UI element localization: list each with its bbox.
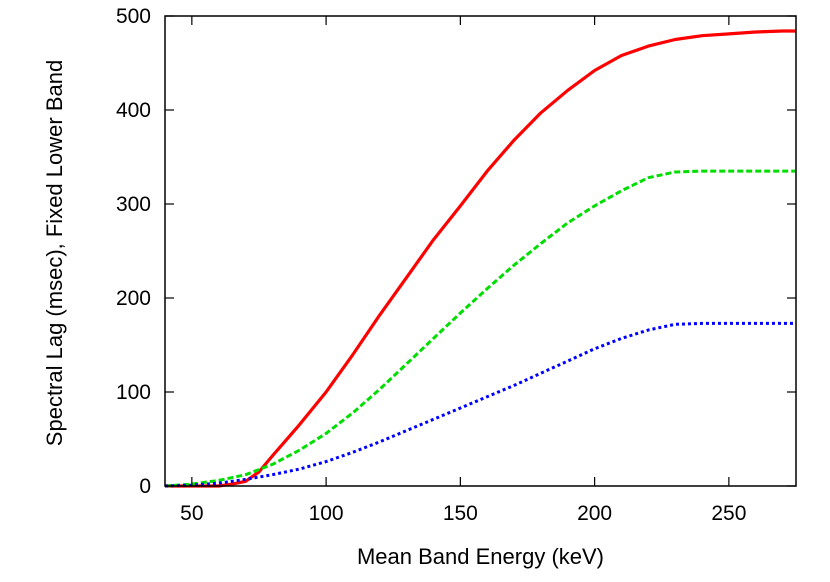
tick-layer: 50 100 150 200 250 0 100 200 300 400 500 [116, 5, 796, 525]
x-tick-label: 100 [309, 502, 344, 525]
x-axis-label: Mean Band Energy (keV) [357, 544, 604, 569]
x-tick-label: 250 [711, 502, 746, 525]
series-line-red [165, 29, 796, 488]
x-tick-label: 150 [443, 502, 478, 525]
y-axis-label: Spectral Lag (msec), Fixed Lower Band [42, 60, 67, 446]
y-tick-label: 400 [116, 99, 151, 122]
y-tick-label: 200 [116, 287, 151, 310]
y-tick-label: 300 [116, 193, 151, 216]
y-tick-label: 500 [116, 5, 151, 28]
x-tick-label: 50 [180, 502, 203, 525]
x-tick-label: 200 [577, 502, 612, 525]
y-tick-label: 100 [116, 381, 151, 404]
series-line-blue [164, 321, 796, 488]
plot-frame [164, 15, 797, 487]
series-layer [164, 29, 796, 488]
y-tick-label: 0 [139, 475, 151, 498]
series-line-green [164, 169, 796, 488]
